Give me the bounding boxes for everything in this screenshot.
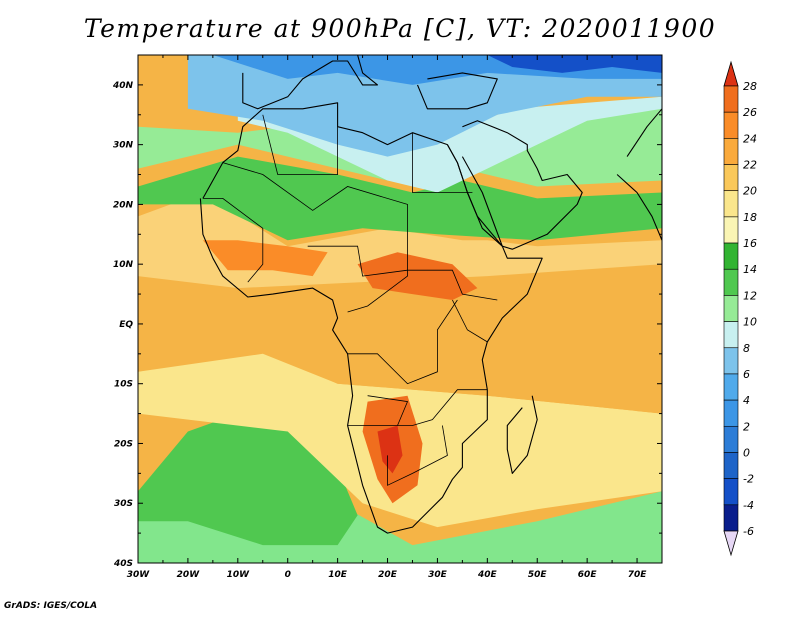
temperature-field — [138, 55, 662, 563]
country-border-8 — [387, 425, 448, 486]
grads-credit: GrADS: IGES/COLA — [4, 601, 98, 611]
map-title: Temperature at 900hPa [C], VT: 202001190… — [83, 14, 717, 43]
region-tropics-orange — [138, 234, 662, 414]
colorbar-swatch — [723, 138, 739, 165]
colorbar-swatch — [723, 164, 739, 192]
colorbar-label: 26 — [743, 106, 757, 119]
country-border-4 — [412, 132, 473, 193]
region-deep-cold — [487, 55, 662, 73]
colorbar-swatch — [723, 216, 739, 244]
colorbar-label: 16 — [743, 237, 757, 250]
colorbar-swatch — [723, 190, 739, 218]
colorbar-bottom-triangle — [723, 530, 739, 557]
colorbar-label: 12 — [743, 289, 757, 302]
colorbar-swatch — [723, 373, 739, 401]
country-border-6 — [347, 299, 458, 385]
colorbar-label: 2 — [743, 420, 750, 433]
country-border-3 — [262, 114, 339, 175]
lat-tick-label: 30S — [114, 499, 133, 509]
lon-tick-label: 30W — [127, 570, 151, 580]
colorbar-swatch — [723, 478, 739, 506]
colorbar-label: 22 — [743, 159, 757, 172]
colorbar-swatch — [723, 347, 739, 375]
colorbar-label: -4 — [743, 499, 754, 512]
lon-tick-label: 50E — [528, 570, 548, 580]
lat-tick-label: 40S — [113, 559, 133, 569]
lat-tick-label: 30N — [113, 141, 134, 151]
map-frame — [137, 54, 663, 564]
colorbar-swatch — [723, 242, 739, 270]
lon-tick-label: 20E — [378, 570, 398, 580]
lat-tick-label: 10S — [114, 380, 133, 390]
region-west-africa-hot — [202, 240, 328, 277]
lon-tick-label: 10W — [227, 570, 251, 580]
country-border-5 — [307, 245, 498, 301]
colorbar-label: 4 — [743, 394, 750, 407]
region-kalahari-peak — [377, 425, 403, 474]
coastline-madagascar — [506, 395, 538, 474]
colorbar-label: -6 — [743, 525, 754, 538]
country-borders — [202, 114, 498, 486]
lon-tick-label: 10E — [328, 570, 348, 580]
colorbar-swatch — [723, 321, 739, 349]
lon-tick-label: 40E — [477, 570, 498, 580]
region-mediterranean-blue — [187, 55, 662, 157]
colorbar-label: 20 — [743, 185, 757, 198]
axis-ticks: 30W 20W 10W 0 10E 20E 30E 40E 50E 60E 70E 40N 30N 20N… — [112, 54, 663, 580]
colorbar-swatch — [723, 399, 739, 427]
region-south-atlantic-green — [138, 413, 358, 546]
country-border-2 — [222, 162, 408, 313]
lon-tick-label: 0 — [285, 570, 291, 580]
colorbar-label: 24 — [743, 132, 757, 145]
colorbar-label: -2 — [743, 473, 754, 486]
colorbar-label: 6 — [743, 368, 750, 381]
coastline-arabia — [461, 120, 583, 250]
lon-tick-label: 20W — [177, 570, 201, 580]
lat-tick-label: EQ — [119, 320, 133, 330]
country-border-1 — [202, 197, 264, 283]
lon-tick-label: 70E — [628, 570, 648, 580]
colorbar-swatch — [723, 268, 739, 296]
region-north-pale-blue — [237, 96, 662, 193]
lon-tick-label: 60E — [578, 570, 598, 580]
lat-tick-label: 20N — [113, 200, 134, 210]
colorbar-swatch — [723, 504, 739, 532]
colorbar-swatch — [723, 295, 739, 322]
country-border-7 — [347, 389, 488, 426]
colorbar-top-triangle — [723, 60, 739, 87]
colorbar-label: 18 — [743, 211, 757, 224]
colorbar-label: 14 — [743, 263, 757, 276]
colorbar-swatch — [723, 111, 739, 139]
colorbar-label: 28 — [743, 80, 757, 93]
country-border-9 — [452, 299, 488, 343]
region-sahara-green — [138, 156, 662, 241]
lat-tick-label: 40N — [112, 81, 134, 91]
country-border-10 — [367, 395, 409, 426]
colorbar-swatch — [723, 85, 739, 113]
lon-tick-label: 30E — [428, 570, 448, 580]
colorbar-label: 8 — [743, 342, 750, 355]
colorbar-swatch — [723, 452, 739, 479]
coastline-india — [616, 108, 662, 241]
coastline-anatolia — [416, 72, 498, 110]
colorbar-label: 0 — [743, 446, 750, 459]
region-central-africa-hot — [357, 252, 478, 300]
colorbar-label: 10 — [743, 316, 757, 329]
coastline-europe-south — [242, 55, 379, 110]
lat-tick-label: 10N — [113, 260, 134, 270]
colorbar-swatch — [723, 425, 739, 453]
lat-tick-label: 20S — [114, 439, 133, 449]
